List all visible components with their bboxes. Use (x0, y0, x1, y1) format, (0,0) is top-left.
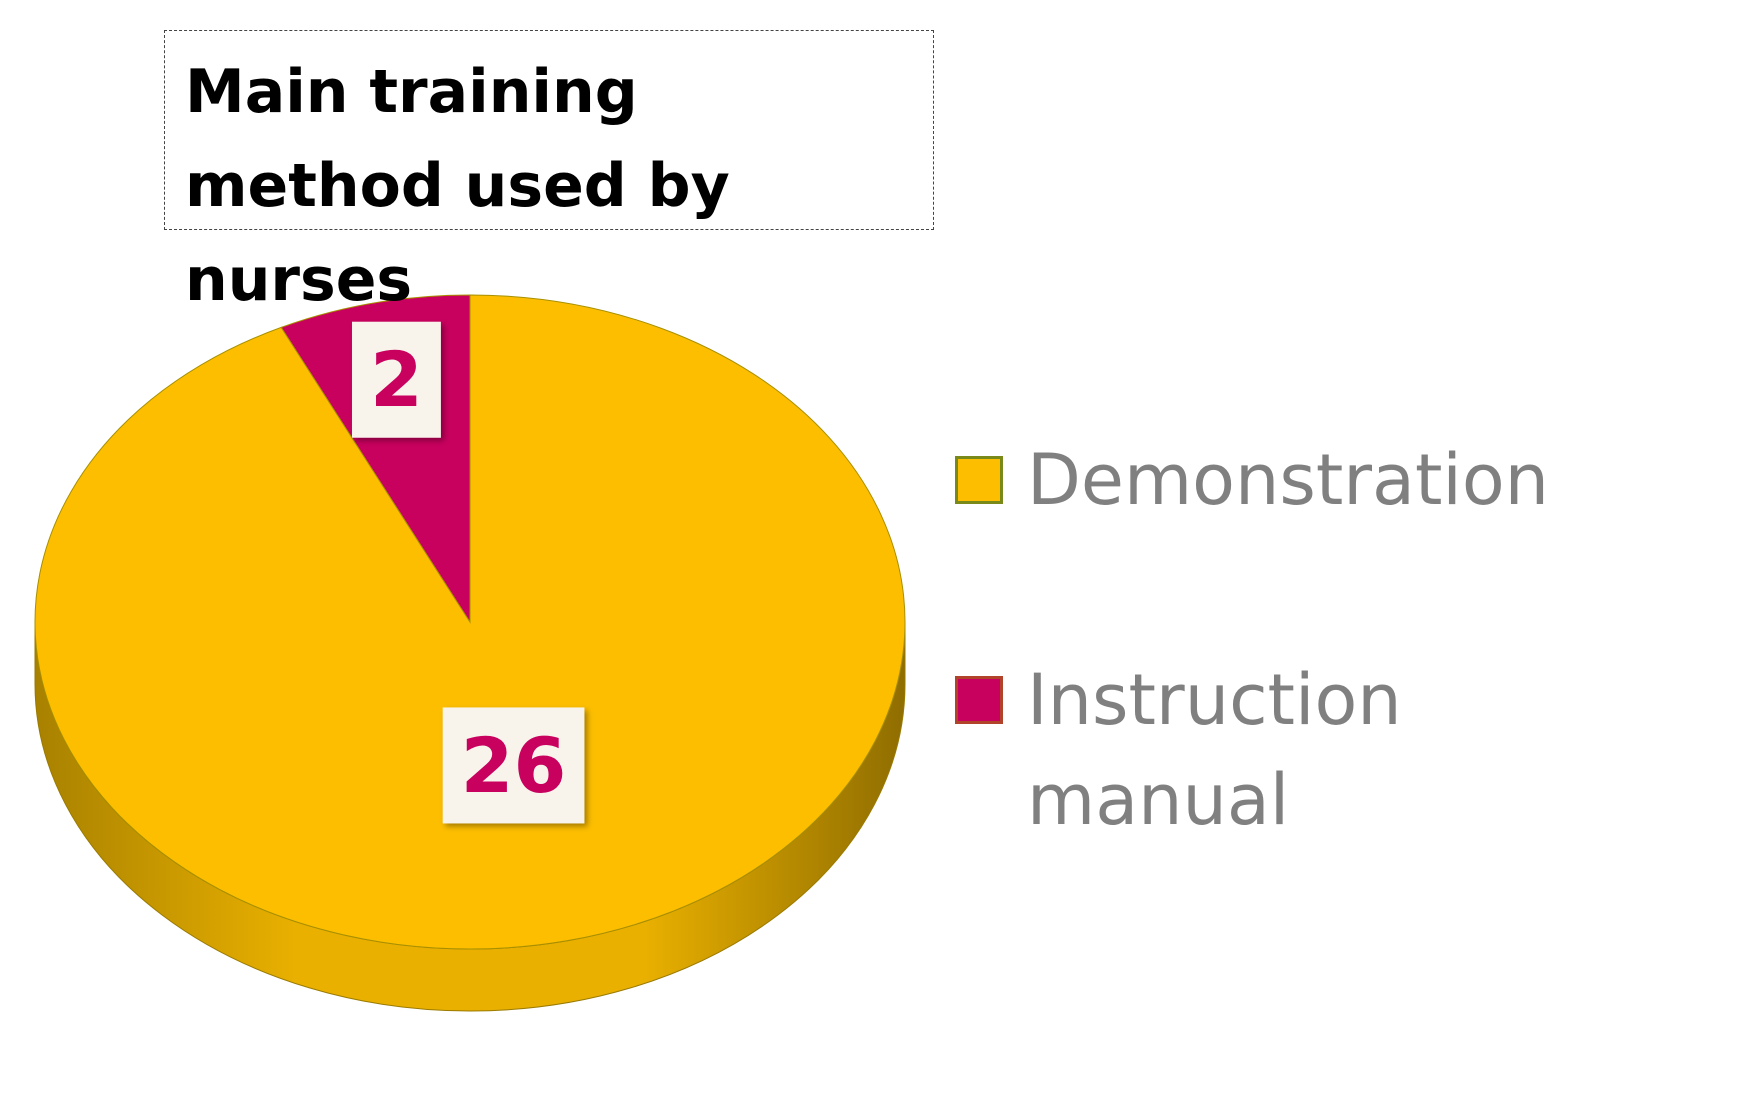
data-label: 26 (442, 707, 585, 824)
legend-label: Instruction manual (1027, 659, 1402, 841)
data-label-box (442, 707, 585, 824)
legend-entry: Instruction manual (955, 650, 1755, 850)
data-label-box (351, 321, 441, 438)
legend-label: Demonstration (1027, 439, 1550, 521)
legend-swatch (955, 676, 1003, 724)
legend-entry: Demonstration (955, 430, 1755, 530)
legend-swatch (955, 456, 1003, 504)
data-label: 2 (351, 321, 441, 438)
data-label-text: 2 (370, 335, 423, 424)
legend: Demonstration Instruction manual (955, 430, 1755, 850)
chart-title: Main training method used by nurses (164, 30, 934, 315)
data-label-text: 26 (461, 721, 567, 810)
